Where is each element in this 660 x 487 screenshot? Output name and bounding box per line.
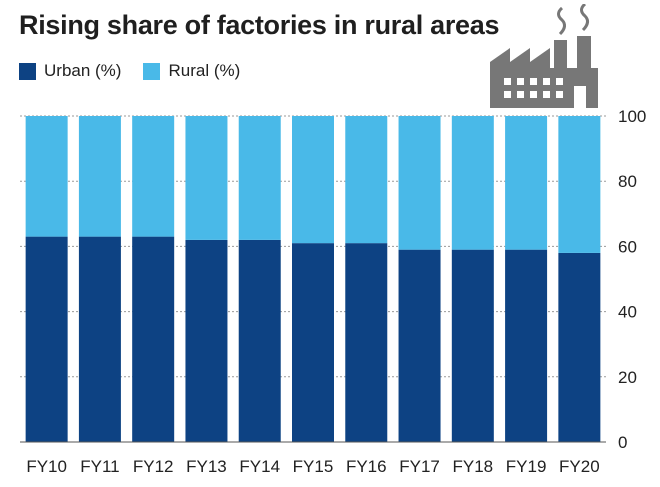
y-tick-label: 20 [618, 368, 637, 387]
bars [20, 116, 606, 443]
y-tick-label: 0 [618, 433, 627, 452]
x-tick-label: FY11 [80, 457, 119, 476]
legend-swatch-urban [19, 62, 36, 80]
x-tick-label: FY16 [346, 457, 387, 476]
bar-urban-fy13 [185, 239, 228, 442]
bar-rural-fy15 [292, 116, 334, 244]
bar-rural-fy20 [558, 116, 601, 253]
bar-urban-fy10 [25, 236, 68, 442]
x-tick-label: FY15 [293, 457, 334, 476]
bar-urban-fy16 [345, 243, 388, 442]
legend-label-rural: Rural (%) [168, 61, 241, 80]
bar-urban-fy20 [558, 252, 601, 442]
x-tick-label: FY18 [452, 457, 493, 476]
legend-label-urban: Urban (%) [44, 61, 122, 80]
x-tick-label: FY17 [399, 457, 440, 476]
bar-urban-fy19 [505, 249, 548, 442]
bar-rural-fy16 [345, 116, 388, 244]
bar-urban-fy15 [292, 243, 334, 442]
bar-urban-fy17 [398, 249, 441, 442]
bar-rural-fy12 [132, 116, 175, 237]
bar-urban-fy18 [451, 249, 494, 442]
bar-rural-fy17 [398, 116, 441, 250]
legend-swatch-rural [143, 62, 161, 80]
x-tick-label: FY19 [506, 457, 547, 476]
x-tick-label: FY13 [186, 457, 227, 476]
bar-rural-fy11 [78, 116, 121, 237]
bar-rural-fy10 [25, 116, 68, 237]
factory-icon [490, 4, 598, 108]
x-axis-labels: FY10 FY11 FY12 FY13 FY14 FY15 FY16 FY17 FY18 FY19… [26, 457, 599, 476]
y-axis-labels: 0 20 40 60 80 100 [618, 107, 646, 452]
bar-urban-fy14 [238, 239, 281, 442]
y-tick-label: 60 [618, 237, 637, 256]
legend-item-urban: Urban (%) [19, 61, 121, 81]
y-tick-label: 100 [618, 107, 646, 126]
legend-item-rural: Rural (%) [143, 61, 240, 81]
x-tick-label: FY10 [26, 457, 67, 476]
legend: Urban (%) Rural (%) [19, 61, 262, 81]
bar-urban-fy11 [78, 236, 121, 442]
chart-title: Rising share of factories in rural areas [19, 10, 500, 40]
y-tick-label: 40 [618, 303, 637, 322]
bar-urban-fy12 [132, 236, 175, 442]
bar-rural-fy13 [185, 116, 228, 240]
bar-rural-fy14 [238, 116, 281, 240]
x-tick-label: FY14 [239, 457, 280, 476]
x-tick-label: FY12 [133, 457, 174, 476]
x-tick-label: FY20 [559, 457, 600, 476]
y-tick-label: 80 [618, 172, 637, 191]
bar-rural-fy18 [451, 116, 494, 250]
bar-rural-fy19 [505, 116, 548, 250]
